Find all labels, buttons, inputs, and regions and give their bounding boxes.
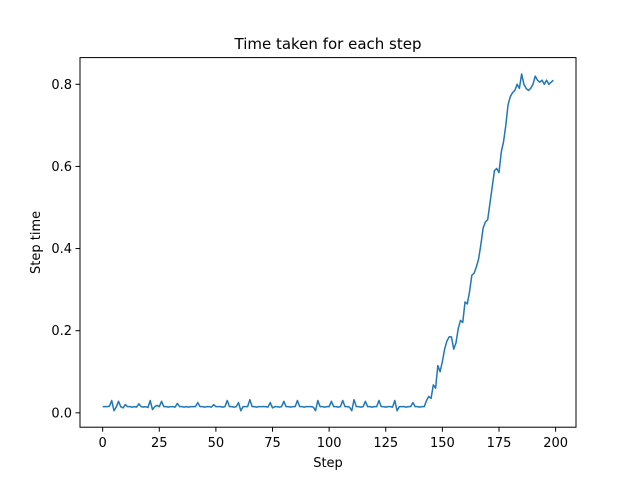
y-tick-label: 0.2 bbox=[51, 324, 72, 339]
y-tick-label: 0.6 bbox=[51, 160, 72, 175]
chart-title: Time taken for each step bbox=[234, 35, 422, 53]
x-tick-label: 200 bbox=[543, 436, 568, 451]
y-tick-label: 0.4 bbox=[51, 242, 72, 257]
plot-area bbox=[102, 73, 554, 412]
y-axis-ticks: 0.0 0.2 0.4 0.6 0.8 bbox=[51, 78, 80, 421]
x-tick-label: 25 bbox=[151, 436, 168, 451]
x-tick-label: 150 bbox=[430, 436, 455, 451]
x-tick-label: 75 bbox=[264, 436, 281, 451]
y-tick-label: 0.0 bbox=[51, 406, 72, 421]
x-tick-label: 125 bbox=[373, 436, 398, 451]
x-axis-ticks: 0 25 50 75 100 125 150 175 200 bbox=[99, 427, 568, 451]
x-axis-label: Step bbox=[313, 456, 343, 471]
axes-frame bbox=[79, 57, 577, 428]
y-tick-label: 0.8 bbox=[51, 78, 72, 93]
x-tick-label: 175 bbox=[487, 436, 512, 451]
x-tick-label: 50 bbox=[208, 436, 225, 451]
series-line bbox=[102, 73, 554, 412]
y-axis-label: Step time bbox=[29, 211, 44, 274]
x-tick-label: 100 bbox=[317, 436, 342, 451]
x-tick-label: 0 bbox=[99, 436, 107, 451]
